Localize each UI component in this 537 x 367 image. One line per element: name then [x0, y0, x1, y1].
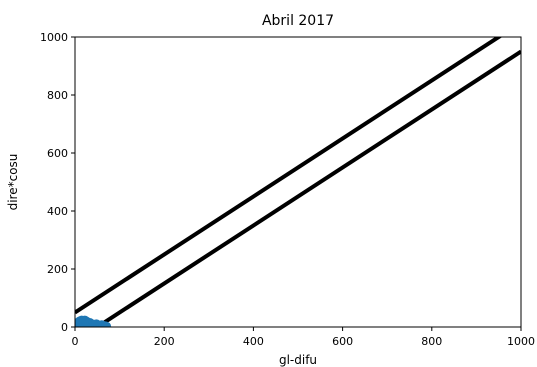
y-tick-label: 0: [61, 321, 68, 334]
x-tick-label: 200: [154, 335, 175, 348]
plot-area: [75, 37, 521, 327]
y-axis-ticks: 0 200 400 600 800 1000: [40, 31, 75, 334]
x-tick-label: 0: [72, 335, 79, 348]
x-tick-label: 800: [421, 335, 442, 348]
series-line-1: [93, 49, 521, 327]
scatter-point: [101, 321, 112, 327]
y-tick-label: 600: [47, 147, 68, 160]
y-axis-label: dire*cosu: [6, 154, 20, 211]
chart-title: Abril 2017: [262, 13, 334, 29]
y-tick-label: 800: [47, 89, 68, 102]
axes-frame: [74, 36, 522, 328]
y-tick-label: 200: [47, 263, 68, 276]
x-axis-ticks: 0 200 400 600 800 1000: [72, 327, 535, 348]
series-line-0: [75, 37, 503, 315]
x-tick-label: 400: [243, 335, 264, 348]
y-tick-label: 1000: [40, 31, 68, 44]
y-tick-label: 400: [47, 205, 68, 218]
x-tick-label: 600: [332, 335, 353, 348]
x-tick-label: 1000: [507, 335, 535, 348]
x-axis-label: gl-difu: [279, 353, 317, 367]
